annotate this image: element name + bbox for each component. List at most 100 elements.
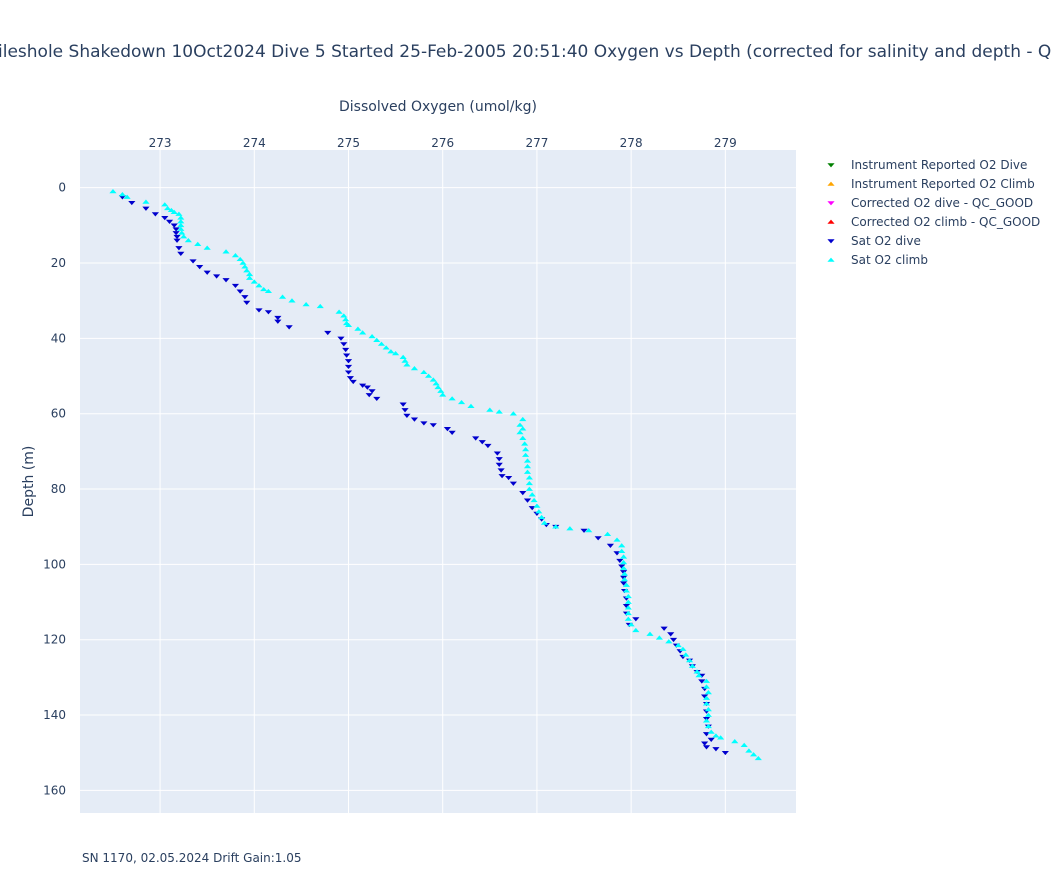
data-point [616, 558, 624, 564]
data-point [509, 481, 517, 486]
data-point [580, 528, 588, 533]
data-point [399, 354, 407, 359]
y-tick-label: 120 [43, 633, 66, 647]
data-point [702, 684, 711, 689]
data-point [324, 330, 332, 336]
data-point [498, 474, 506, 479]
data-point [712, 733, 720, 738]
legend-marker [827, 239, 835, 244]
data-point [172, 227, 180, 232]
data-point [693, 669, 701, 674]
y-tick-label: 100 [43, 557, 66, 571]
data-point [533, 503, 541, 508]
data-point [392, 350, 400, 356]
data-point [184, 237, 192, 243]
data-point [622, 604, 631, 609]
data-point [519, 426, 527, 431]
plot-area [80, 150, 796, 813]
data-point [175, 246, 183, 251]
data-point [243, 268, 251, 273]
data-point [620, 571, 629, 576]
data-point [627, 622, 635, 627]
data-point [165, 219, 174, 225]
data-point [497, 468, 505, 473]
data-point [177, 215, 185, 220]
data-point [196, 264, 204, 270]
data-point [175, 211, 183, 216]
y-tick-label: 60 [51, 407, 66, 421]
data-point [712, 747, 720, 752]
data-point [239, 260, 247, 265]
data-point [523, 458, 532, 463]
data-point [530, 497, 538, 503]
data-point [231, 253, 240, 258]
data-point [203, 270, 211, 275]
legend-entry: Sat O2 dive [851, 234, 921, 248]
data-point [472, 436, 480, 441]
x-tick-labels: 273 274 275 276 277 278 279 [149, 136, 737, 150]
data-point [525, 480, 533, 486]
legend: Instrument Reported O2 Dive Instrument Re… [827, 158, 1040, 267]
data-point [523, 469, 532, 474]
data-point [255, 283, 263, 288]
y-tick-label: 20 [51, 256, 66, 270]
data-point [669, 637, 678, 643]
data-point [704, 690, 712, 695]
data-point [274, 319, 282, 324]
y-tick-label: 160 [43, 783, 66, 797]
x-tick-label: 274 [243, 136, 266, 150]
data-point [646, 631, 654, 636]
data-point [622, 582, 631, 587]
data-point [525, 486, 533, 491]
data-point [495, 409, 503, 414]
data-point [704, 712, 712, 717]
data-point [170, 223, 178, 228]
data-point [519, 435, 527, 440]
y-tick-label: 40 [51, 331, 66, 345]
data-point [619, 565, 628, 570]
data-point [516, 430, 524, 435]
data-point [118, 195, 126, 200]
data-point [509, 411, 517, 416]
data-point [516, 422, 524, 427]
data-point [173, 234, 181, 240]
data-point [316, 303, 324, 309]
data-point [243, 300, 251, 305]
x-tick-label: 277 [525, 136, 548, 150]
data-point [745, 748, 753, 753]
data-point [401, 408, 409, 413]
data-point [624, 599, 632, 604]
data-point [342, 347, 350, 353]
data-point [618, 564, 626, 569]
data-point [410, 366, 419, 371]
data-point [682, 652, 690, 657]
data-point [620, 577, 629, 582]
data-point [667, 632, 675, 637]
data-point [164, 205, 172, 211]
data-point [241, 295, 249, 300]
data-point [606, 543, 615, 548]
data-point [344, 370, 353, 375]
grid-lines [80, 150, 796, 813]
data-point [522, 452, 530, 457]
data-point [424, 373, 433, 378]
data-point [109, 189, 117, 194]
data-point [679, 646, 687, 651]
chart-title: ileshole Shakedown 10Oct2024 Dive 5 Star… [0, 42, 1051, 62]
data-point [172, 231, 180, 236]
data-point [142, 199, 150, 204]
data-point [566, 526, 574, 531]
data-point [359, 383, 367, 388]
data-point [618, 548, 626, 553]
data-point [585, 528, 593, 533]
data-point [337, 336, 345, 341]
data-point [177, 226, 185, 231]
data-point [505, 475, 513, 481]
data-point [702, 701, 711, 706]
data-point [523, 498, 532, 503]
data-point [222, 278, 230, 283]
legend-entry: Sat O2 climb [851, 253, 928, 267]
legend-marker [827, 163, 835, 168]
data-point [377, 341, 386, 346]
